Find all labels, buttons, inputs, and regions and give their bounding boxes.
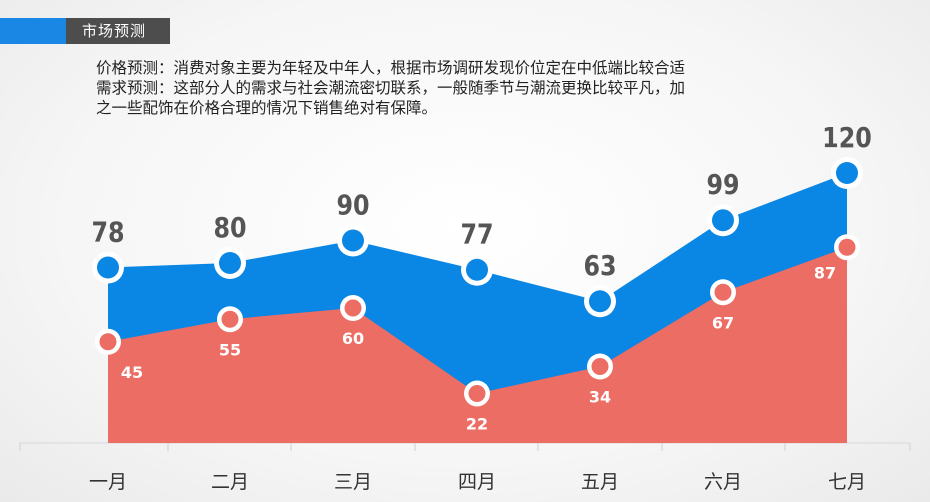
blue-data-label: 63 bbox=[583, 250, 616, 282]
red-point bbox=[468, 385, 486, 402]
blue-point bbox=[342, 229, 364, 252]
description-line-1: 价格预测：消费对象主要为年轻及中年人，根据市场调研发现价位定在中低端比较合适 bbox=[96, 59, 686, 77]
red-data-label: 87 bbox=[814, 263, 836, 282]
blue-data-label: 99 bbox=[706, 169, 739, 201]
red-point bbox=[591, 358, 609, 375]
section-title-bar: 市场预测 bbox=[0, 18, 170, 44]
section-title: 市场预测 bbox=[66, 18, 170, 44]
x-tick-label: 三月 bbox=[334, 471, 372, 493]
x-tick-label: 七月 bbox=[828, 471, 866, 493]
x-tick-label: 六月 bbox=[704, 471, 742, 493]
red-data-label: 55 bbox=[219, 340, 241, 359]
x-tick-label: 二月 bbox=[211, 471, 249, 493]
blue-data-label: 90 bbox=[336, 190, 369, 222]
description-line-3: 之一些配饰在价格合理的情况下销售绝对有保障。 bbox=[96, 99, 438, 117]
red-data-label: 60 bbox=[342, 329, 364, 348]
red-data-label: 22 bbox=[466, 415, 488, 434]
red-data-label: 45 bbox=[121, 363, 143, 382]
red-point bbox=[99, 333, 117, 351]
red-point bbox=[344, 299, 362, 317]
description-text: 价格预测：消费对象主要为年轻及中年人，根据市场调研发现价位定在中低端比较合适 需… bbox=[96, 58, 796, 118]
blue-data-label: 78 bbox=[91, 217, 124, 249]
red-data-label: 67 bbox=[712, 313, 734, 332]
x-tick-label: 五月 bbox=[581, 471, 619, 493]
red-point bbox=[714, 283, 732, 301]
blue-point bbox=[589, 290, 611, 313]
description-line-2: 需求预测：这部分人的需求与社会潮流密切联系，一般随季节与潮流更换比较平凡，加 bbox=[96, 79, 686, 97]
x-tick-label: 四月 bbox=[458, 471, 496, 493]
blue-data-label: 120 bbox=[822, 122, 872, 154]
red-point bbox=[221, 310, 239, 328]
series-area-red bbox=[108, 247, 847, 443]
blue-point bbox=[836, 162, 858, 184]
red-point bbox=[838, 238, 856, 256]
blue-point bbox=[712, 209, 734, 232]
blue-data-label: 80 bbox=[213, 212, 246, 244]
blue-point bbox=[219, 252, 241, 274]
blue-data-label: 77 bbox=[460, 219, 493, 251]
title-accent-bar bbox=[0, 18, 66, 44]
x-tick-label: 一月 bbox=[89, 471, 127, 493]
red-data-label: 34 bbox=[589, 388, 611, 407]
blue-point bbox=[97, 256, 119, 279]
blue-point bbox=[466, 258, 488, 281]
